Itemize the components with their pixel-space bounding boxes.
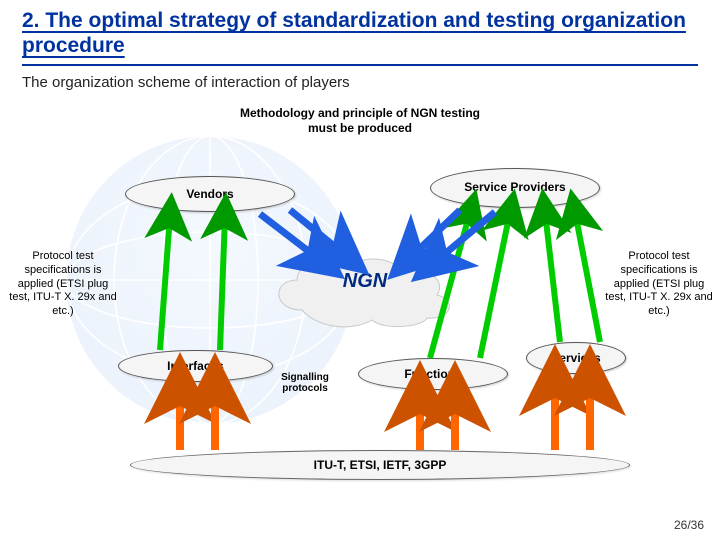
slide-title: 2. The optimal strategy of standardizati… <box>22 8 698 66</box>
slide-subtitle: The organization scheme of interaction o… <box>0 70 720 91</box>
page-number: 26/36 <box>674 518 704 532</box>
arrows-layer <box>0 110 720 510</box>
diagram-stage: Methodology and principle of NGN testing… <box>0 110 720 510</box>
